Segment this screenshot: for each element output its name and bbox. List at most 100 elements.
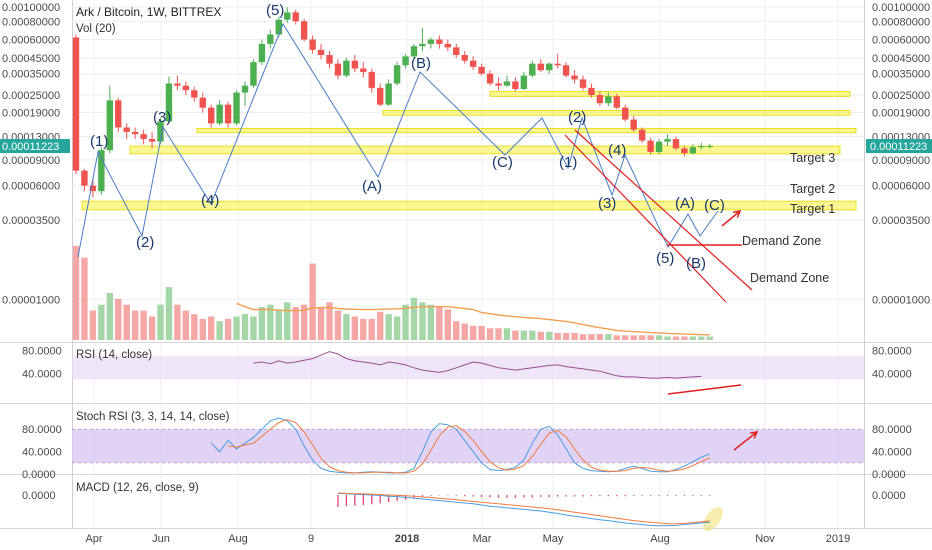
target-2-zone[interactable] (382, 110, 851, 116)
candle-body[interactable] (453, 47, 460, 56)
candlesticks[interactable] (72, 7, 713, 198)
zone-layer[interactable] (81, 90, 857, 211)
candle-body[interactable] (681, 148, 688, 154)
candle-body[interactable] (334, 63, 342, 76)
elliott-wave-path[interactable] (77, 22, 719, 258)
candle-body[interactable] (284, 12, 291, 20)
candle-body[interactable] (148, 139, 156, 142)
candle-body[interactable] (427, 39, 435, 44)
candle-body[interactable] (131, 131, 139, 135)
candle-body[interactable] (503, 81, 511, 86)
candle-body[interactable] (638, 129, 646, 141)
candle-body[interactable] (622, 107, 629, 120)
candle-body[interactable] (81, 170, 88, 186)
candle-body[interactable] (385, 83, 392, 105)
candle-body[interactable] (72, 37, 80, 171)
candle-body[interactable] (613, 96, 620, 108)
candle-body[interactable] (579, 79, 587, 88)
wave-label-4b[interactable]: (4) (608, 142, 626, 159)
candle-body[interactable] (233, 92, 240, 124)
candle-body[interactable] (706, 146, 713, 148)
target-3-label[interactable]: Target 3 (790, 151, 835, 165)
candle-body[interactable] (115, 100, 122, 128)
rsi-trendline[interactable] (667, 384, 742, 395)
target-1-zone[interactable] (196, 127, 857, 134)
candle-body[interactable] (326, 55, 333, 64)
wave-label-5b[interactable]: (5) (656, 250, 674, 267)
candle-body[interactable] (317, 49, 325, 56)
wave-label-1[interactable]: (1) (90, 133, 108, 150)
wave-label-3b[interactable]: (3) (598, 195, 616, 212)
candle-body[interactable] (174, 83, 181, 86)
drawing-layer[interactable] (77, 22, 759, 535)
candle-body[interactable] (486, 73, 494, 84)
demand-zone-lower[interactable] (81, 200, 857, 211)
target-2-label[interactable]: Target 2 (790, 182, 835, 196)
candle-body[interactable] (368, 71, 375, 88)
target-3-zone[interactable] (489, 90, 851, 97)
candle-body[interactable] (393, 65, 401, 84)
candle-body[interactable] (250, 62, 257, 86)
candle-body[interactable] (461, 55, 468, 61)
candle-body[interactable] (537, 63, 544, 71)
candle-body[interactable] (140, 134, 147, 140)
candle-body[interactable] (605, 96, 612, 104)
wave-label-1b[interactable]: (1) (559, 154, 577, 171)
candle-body[interactable] (664, 139, 671, 142)
candle-body[interactable] (89, 185, 97, 192)
candle-body[interactable] (655, 141, 663, 152)
stoch-arrow[interactable] (733, 431, 758, 451)
wave-label-b[interactable]: (B) (411, 55, 431, 72)
candle-body[interactable] (258, 43, 266, 63)
candle-body[interactable] (98, 150, 105, 192)
candle-body[interactable] (106, 100, 113, 151)
candle-body[interactable] (529, 63, 536, 76)
candle-body[interactable] (410, 46, 418, 57)
wave-label-a[interactable]: (A) (362, 178, 382, 195)
candle-body[interactable] (520, 75, 528, 90)
candle-body[interactable] (546, 63, 553, 71)
candle-body[interactable] (596, 95, 604, 104)
candle-body[interactable] (495, 83, 502, 86)
candle-body[interactable] (647, 140, 654, 152)
wave-label-cb[interactable]: (C) (704, 197, 725, 214)
candle-body[interactable] (444, 43, 451, 48)
candle-body[interactable] (157, 121, 164, 142)
candle-body[interactable] (402, 56, 409, 66)
demand-zone-lower-label[interactable]: Demand Zone (750, 271, 829, 285)
wave-label-4[interactable]: (4) (201, 192, 219, 209)
candle-body[interactable] (191, 90, 198, 98)
candle-body[interactable] (419, 43, 426, 47)
candle-body[interactable] (267, 34, 274, 44)
candle-body[interactable] (554, 63, 561, 66)
macd-highlight[interactable] (699, 504, 727, 535)
candle-body[interactable] (275, 19, 282, 35)
candle-body[interactable] (436, 39, 443, 44)
candle-body[interactable] (216, 104, 223, 124)
candle-body[interactable] (199, 97, 206, 108)
candle-body[interactable] (343, 60, 350, 76)
demand-zone-upper-label[interactable]: Demand Zone (742, 234, 821, 248)
wave-label-2b[interactable]: (2) (568, 109, 586, 126)
wave-label-bb[interactable]: (B) (686, 255, 706, 272)
wave-label-c[interactable]: (C) (492, 154, 513, 171)
demand-zone-upper[interactable] (129, 145, 841, 155)
candle-body[interactable] (571, 75, 578, 80)
candle-body[interactable] (309, 39, 316, 50)
candle-body[interactable] (689, 147, 697, 154)
candle-body[interactable] (698, 146, 705, 148)
candle-body[interactable] (241, 85, 249, 93)
wave-label-5[interactable]: (5) (266, 2, 284, 19)
target-1-label[interactable]: Target 1 (790, 202, 835, 216)
wave-label-2[interactable]: (2) (136, 234, 154, 251)
candle-body[interactable] (630, 119, 637, 130)
candle-body[interactable] (478, 66, 485, 74)
candle-body[interactable] (562, 65, 570, 76)
breakout-arrow[interactable] (721, 210, 741, 227)
candle-body[interactable] (377, 87, 384, 105)
candle-body[interactable] (469, 60, 477, 67)
channel-upper-line[interactable] (574, 129, 753, 291)
candle-body[interactable] (208, 107, 215, 124)
